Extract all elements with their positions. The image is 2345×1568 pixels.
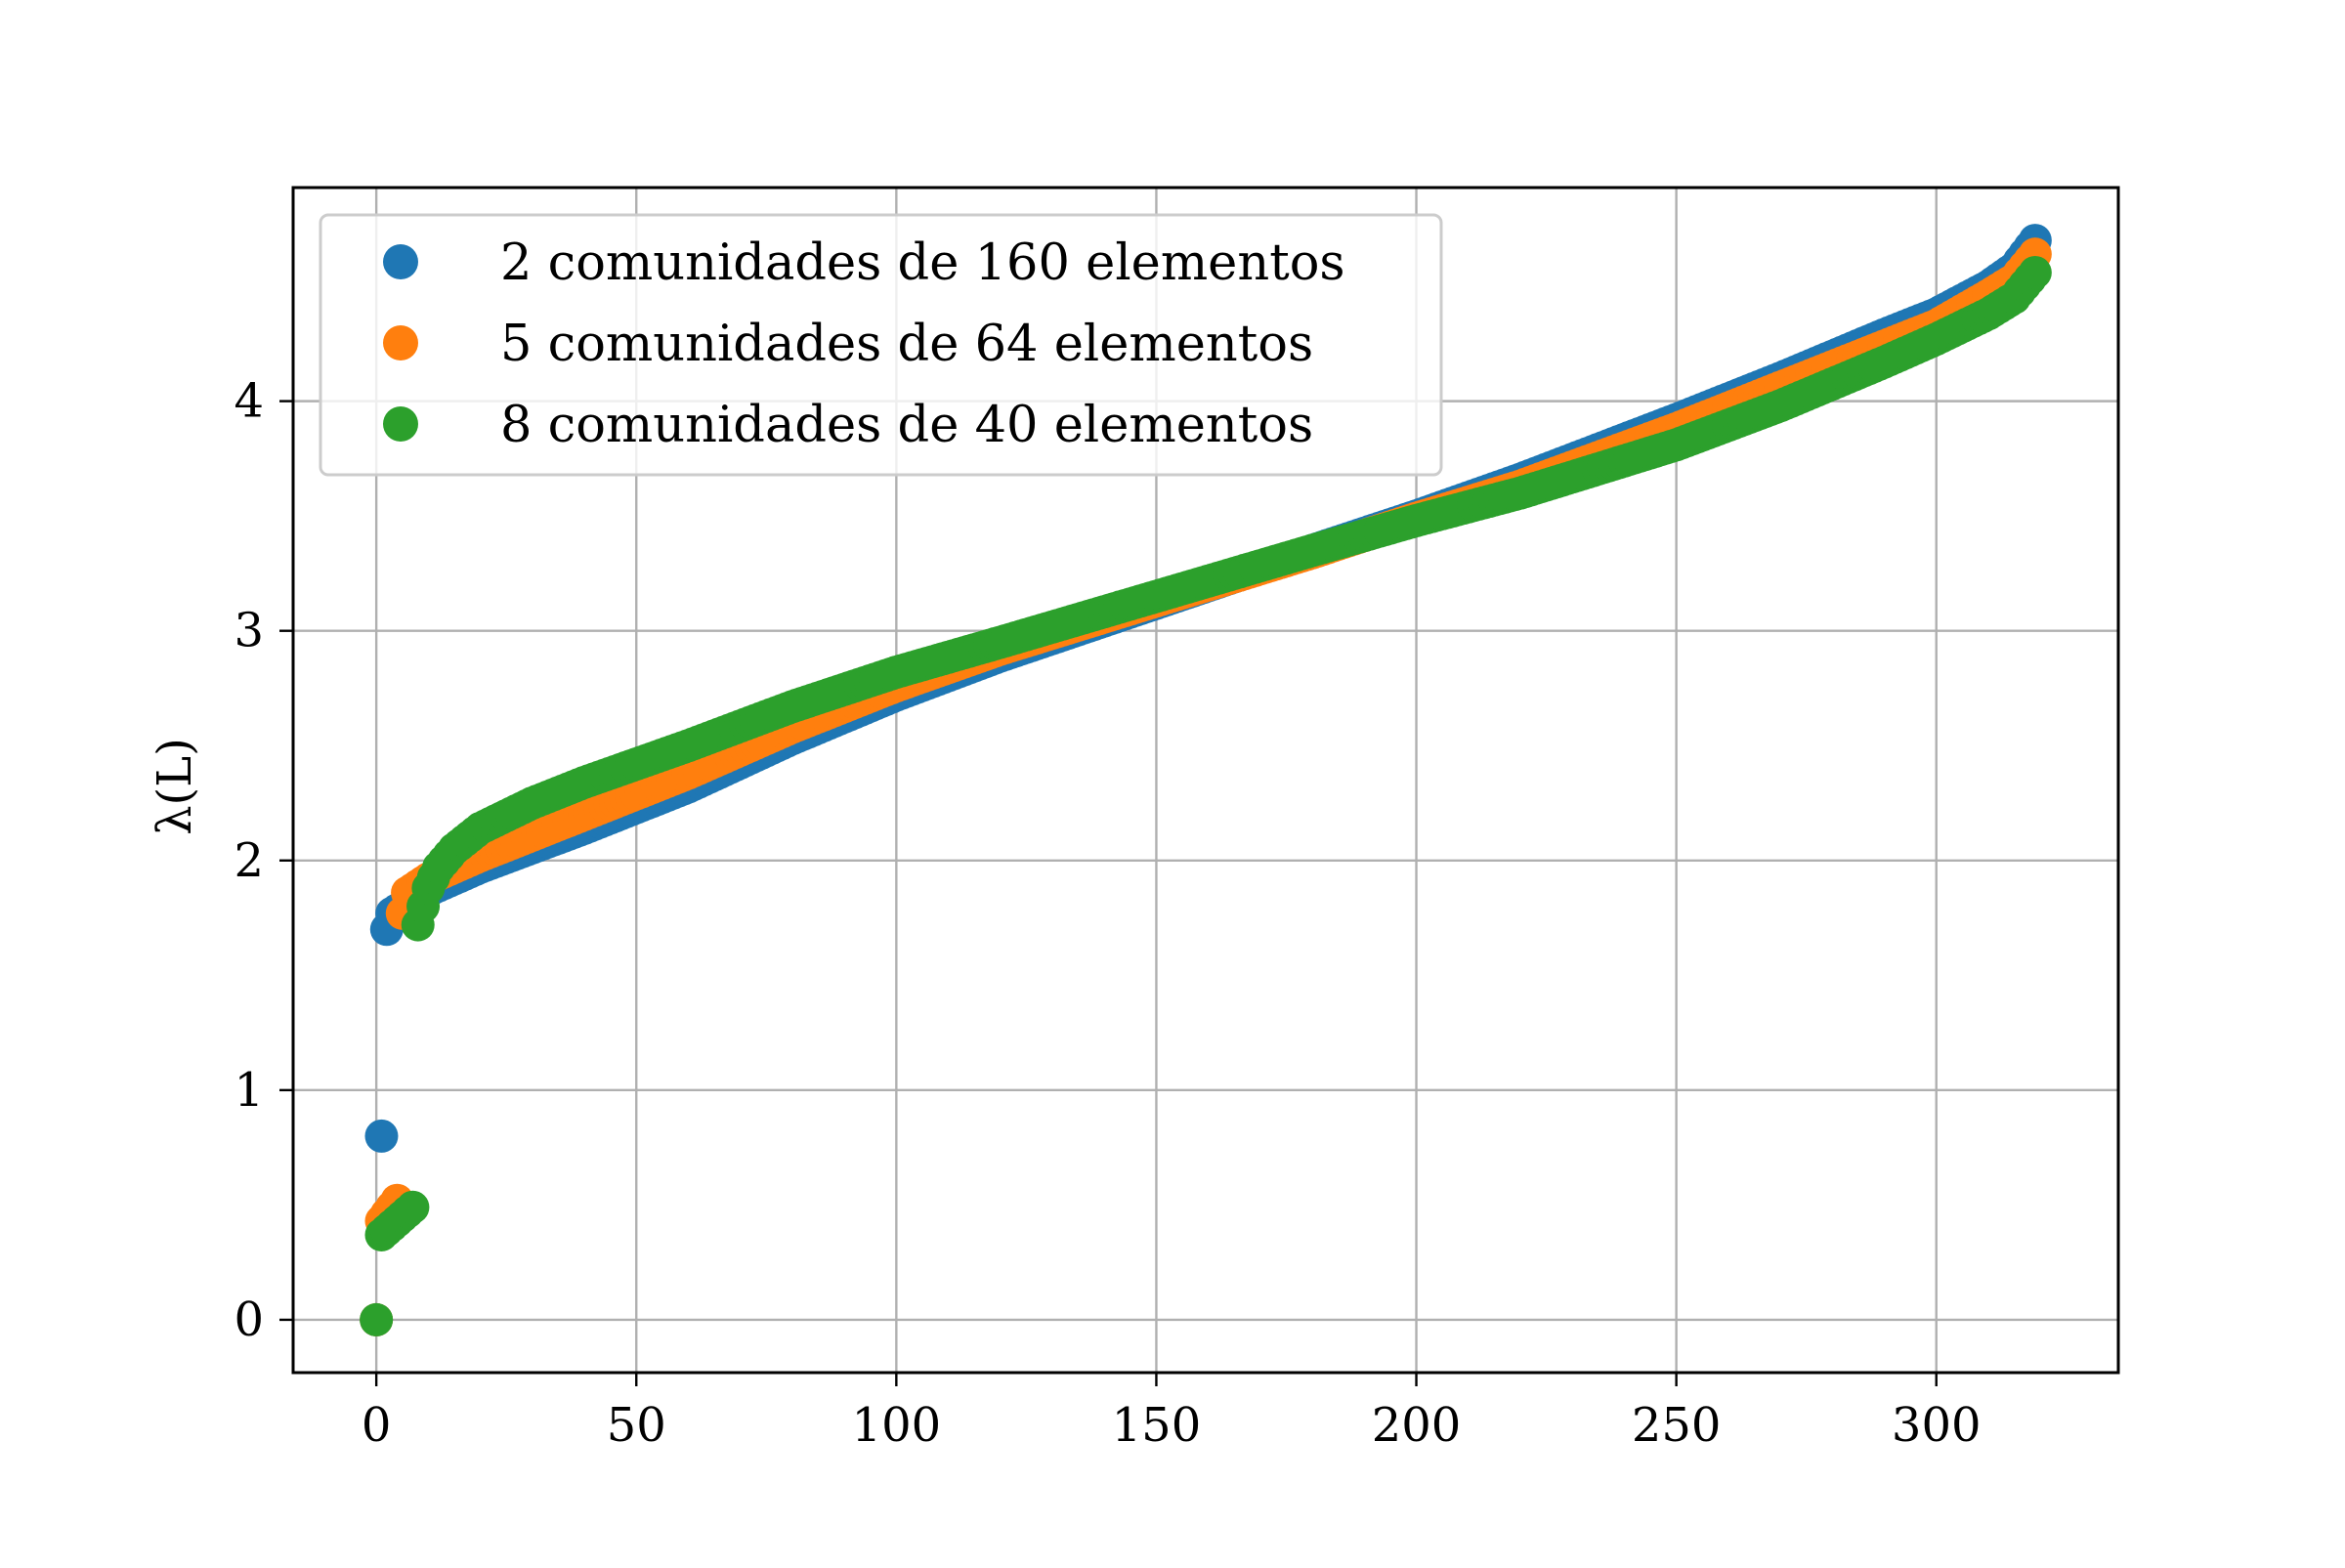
y-tick-label: 4 (234, 374, 264, 429)
x-tick-label: 250 (1632, 1398, 1722, 1453)
data-point (396, 1190, 430, 1224)
legend-marker (383, 406, 418, 442)
y-tick-label: 1 (234, 1063, 264, 1118)
legend-label: 8 comunidades de 40 elementos (500, 397, 1313, 454)
y-tick-label: 3 (234, 604, 264, 658)
x-tick-label: 50 (607, 1398, 666, 1453)
series-layer (360, 224, 2052, 1336)
y-tick-label: 0 (234, 1293, 264, 1347)
y-tick-label: 2 (234, 833, 264, 888)
x-tick-label: 200 (1372, 1398, 1462, 1453)
legend-label: 5 comunidades de 64 elementos (500, 316, 1313, 373)
legend-marker (383, 325, 418, 360)
x-tick-label: 300 (1892, 1398, 1982, 1453)
legend-label: 2 comunidades de 160 elementos (500, 234, 1345, 292)
series-3 (360, 255, 2052, 1336)
x-tick-label: 150 (1112, 1398, 1202, 1453)
x-tick-label: 0 (362, 1398, 392, 1453)
legend-marker (383, 244, 418, 279)
data-point (2018, 255, 2052, 289)
data-point (364, 1119, 399, 1153)
y-axis-label: λ(L) (148, 738, 202, 835)
legend-frame (319, 213, 1443, 477)
tick-layer: 0 50 100 150 200 250 300 0 1 2 3 4 (234, 374, 1981, 1453)
data-point (360, 1302, 394, 1336)
plot-frame (291, 186, 2120, 1375)
x-tick-label: 100 (852, 1398, 942, 1453)
legend: 2 comunidades de 160 elementos 5 comunida… (319, 213, 1443, 477)
